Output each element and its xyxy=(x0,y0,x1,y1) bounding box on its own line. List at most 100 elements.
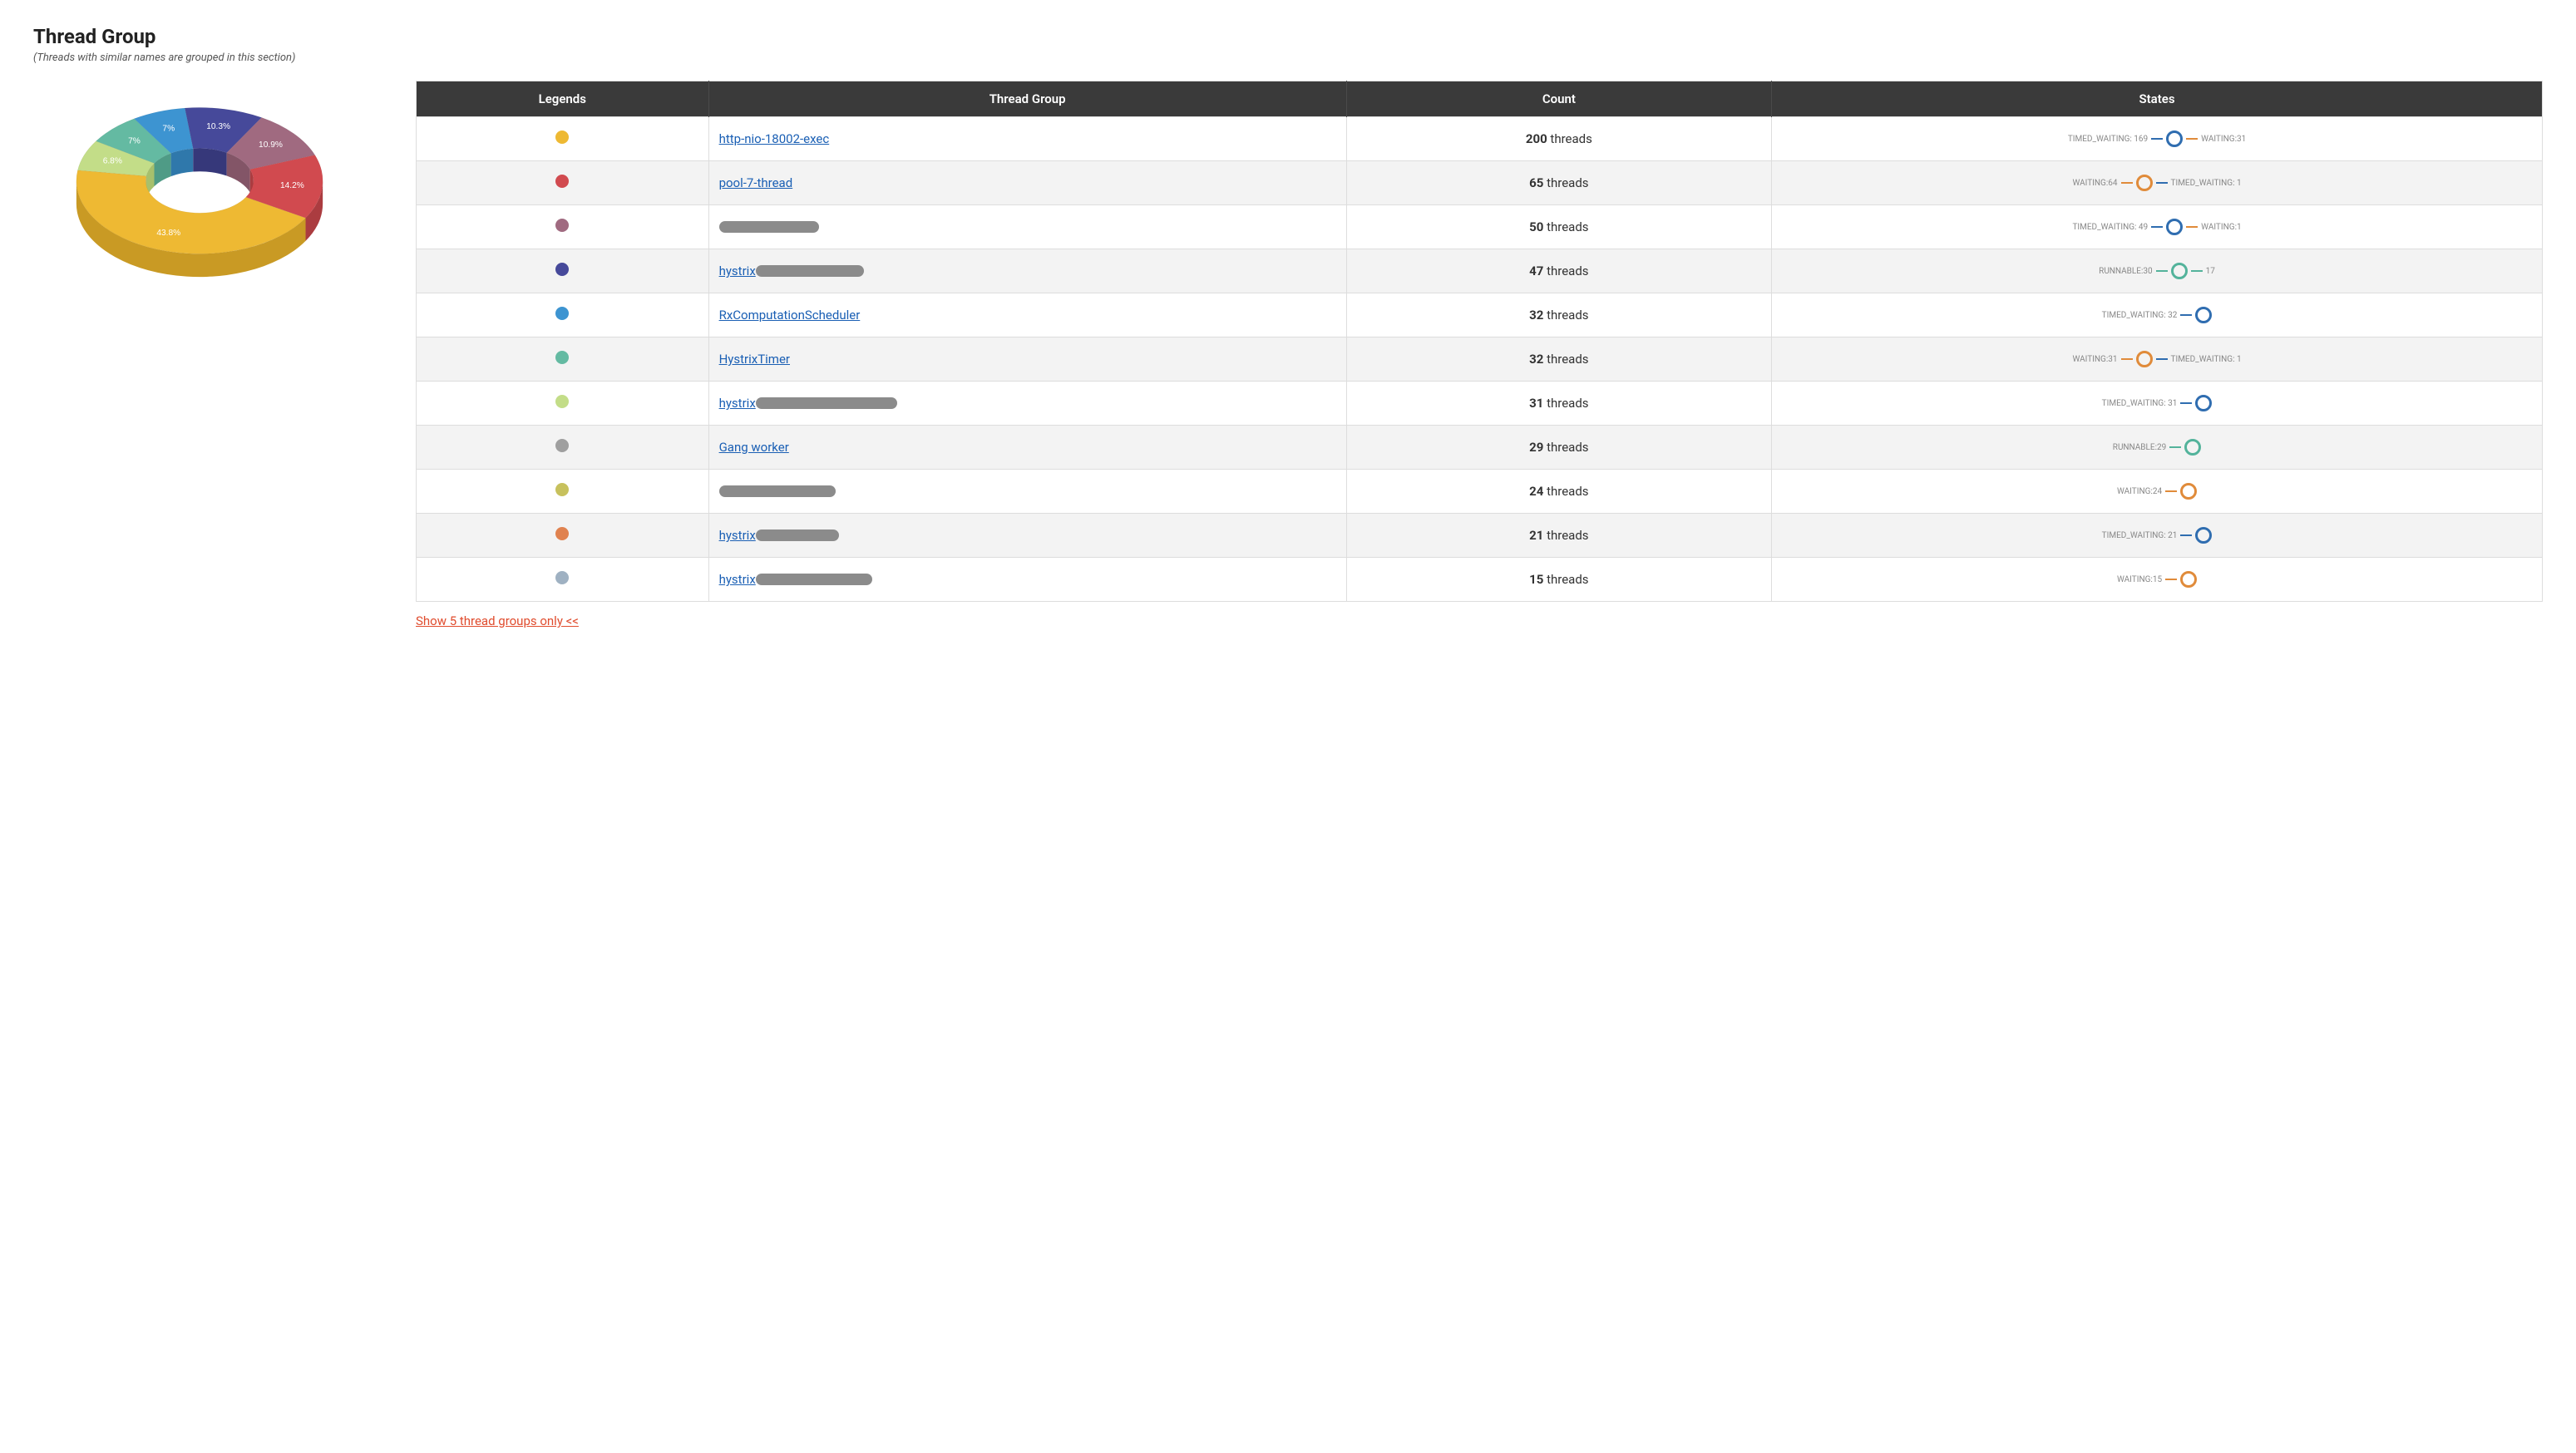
states-viz: TIMED_WAITING: 32 xyxy=(1782,307,2532,323)
table-column: Legends Thread Group Count States http-n… xyxy=(416,81,2543,628)
thread-group-link[interactable]: http-nio-18002-exec xyxy=(719,131,830,146)
thread-group-link[interactable] xyxy=(719,219,819,234)
state-label: RUNNABLE:29 xyxy=(2113,443,2167,452)
states-cell: WAITING:64 TIMED_WAITING: 1 xyxy=(1772,161,2543,205)
legend-dot-icon xyxy=(555,263,569,276)
redacted-text-icon xyxy=(756,529,839,541)
legend-dot-icon xyxy=(555,219,569,232)
state-label: RUNNABLE:30 xyxy=(2099,267,2153,276)
state-ring-icon xyxy=(2166,131,2183,147)
redacted-text-icon xyxy=(756,397,897,409)
page-title: Thread Group xyxy=(33,25,2543,48)
legend-cell xyxy=(417,161,709,205)
page-header: Thread Group (Threads with similar names… xyxy=(33,25,2543,64)
state-connector-icon xyxy=(2165,490,2177,492)
redacted-text-icon xyxy=(719,485,836,497)
state-ring-icon xyxy=(2180,483,2197,500)
table-row: hystrix 21 threads TIMED_WAITING: 21 xyxy=(417,514,2543,558)
states-viz: WAITING:64 TIMED_WAITING: 1 xyxy=(1782,175,2532,191)
count-cell: 47 threads xyxy=(1346,249,1771,293)
state-connector-icon xyxy=(2180,402,2192,404)
donut-column: 43.8%6.8%7%7%10.3%10.9%14.2% xyxy=(33,81,382,288)
legend-cell xyxy=(417,382,709,426)
col-states: States xyxy=(1772,81,2543,117)
name-cell: hystrix xyxy=(708,249,1346,293)
table-row: Gang worker29 threadsRUNNABLE:29 xyxy=(417,426,2543,470)
states-cell: TIMED_WAITING: 32 xyxy=(1772,293,2543,337)
count-cell: 21 threads xyxy=(1346,514,1771,558)
states-cell: WAITING:15 xyxy=(1772,558,2543,602)
legend-cell xyxy=(417,426,709,470)
state-label: 17 xyxy=(2206,267,2215,276)
legend-dot-icon xyxy=(555,131,569,144)
state-ring-icon xyxy=(2136,175,2153,191)
svg-text:43.8%: 43.8% xyxy=(156,229,180,238)
table-row: HystrixTimer32 threadsWAITING:31TIMED_WA… xyxy=(417,337,2543,382)
show-fewer-link[interactable]: Show 5 thread groups only << xyxy=(416,613,579,628)
state-label: TIMED_WAITING: 32 xyxy=(2102,311,2178,320)
name-cell: pool-7-thread xyxy=(708,161,1346,205)
state-connector-icon xyxy=(2156,182,2168,184)
svg-text:10.3%: 10.3% xyxy=(206,122,230,131)
thread-group-link[interactable]: Gang worker xyxy=(719,440,789,455)
svg-text:14.2%: 14.2% xyxy=(280,181,304,190)
thread-group-link[interactable]: hystrix xyxy=(719,396,897,411)
state-label: TIMED_WAITING: 1 xyxy=(2171,355,2242,364)
legend-dot-icon xyxy=(555,527,569,540)
thread-group-name: hystrix xyxy=(719,264,756,278)
state-label: WAITING:24 xyxy=(2117,487,2162,496)
count-cell: 50 threads xyxy=(1346,205,1771,249)
thread-group-name: pool-7-thread xyxy=(719,175,793,190)
name-cell: Gang worker xyxy=(708,426,1346,470)
thread-group-name: RxComputationScheduler xyxy=(719,308,861,323)
state-label: TIMED_WAITING: 21 xyxy=(2102,531,2178,540)
redacted-text-icon xyxy=(756,574,872,585)
state-ring-icon xyxy=(2195,527,2212,544)
table-row: pool-7-thread65 threadsWAITING:64TIMED_W… xyxy=(417,161,2543,205)
thread-group-link[interactable]: HystrixTimer xyxy=(719,352,790,367)
col-thread-group: Thread Group xyxy=(708,81,1346,117)
page-subtitle: (Threads with similar names are grouped … xyxy=(33,52,2543,64)
state-label: WAITING:31 xyxy=(2072,355,2117,364)
state-ring-icon xyxy=(2184,439,2201,456)
legend-dot-icon xyxy=(555,307,569,320)
state-label: TIMED_WAITING: 1 xyxy=(2171,179,2242,188)
states-cell: RUNNABLE:29 xyxy=(1772,426,2543,470)
state-label: WAITING:64 xyxy=(2072,179,2117,188)
svg-text:7%: 7% xyxy=(128,137,141,146)
count-value: 21 xyxy=(1529,528,1543,543)
name-cell xyxy=(708,470,1346,514)
states-viz: WAITING:31 TIMED_WAITING: 1 xyxy=(1782,351,2532,367)
states-viz: RUNNABLE:30 17 xyxy=(1782,263,2532,279)
legend-dot-icon xyxy=(555,483,569,496)
thread-group-link[interactable]: pool-7-thread xyxy=(719,175,793,190)
col-count: Count xyxy=(1346,81,1771,117)
state-label: TIMED_WAITING: 31 xyxy=(2102,399,2178,408)
thread-group-link[interactable]: hystrix xyxy=(719,528,839,543)
states-cell: WAITING:31 TIMED_WAITING: 1 xyxy=(1772,337,2543,382)
count-value: 15 xyxy=(1529,572,1543,587)
name-cell: hystrix xyxy=(708,514,1346,558)
legend-cell xyxy=(417,337,709,382)
states-viz: TIMED_WAITING: 49WAITING:1 xyxy=(1782,219,2532,235)
thread-group-link[interactable]: hystrix xyxy=(719,264,864,278)
footer-link-row: Show 5 thread groups only << xyxy=(416,613,2543,628)
thread-group-link[interactable] xyxy=(719,484,836,499)
state-connector-icon xyxy=(2169,446,2181,448)
state-connector-icon xyxy=(2151,138,2163,140)
count-cell: 200 threads xyxy=(1346,117,1771,161)
table-row: RxComputationScheduler32 threadsTIMED_WA… xyxy=(417,293,2543,337)
count-value: 47 xyxy=(1529,264,1543,278)
thread-group-link[interactable]: hystrix xyxy=(719,572,872,587)
thread-group-link[interactable]: RxComputationScheduler xyxy=(719,308,861,323)
states-viz: WAITING:24 xyxy=(1782,483,2532,500)
state-label: WAITING:15 xyxy=(2117,575,2162,584)
states-viz: TIMED_WAITING: 169WAITING:31 xyxy=(1782,131,2532,147)
legend-cell xyxy=(417,293,709,337)
thread-group-name: hystrix xyxy=(719,572,756,587)
name-cell: hystrix xyxy=(708,382,1346,426)
table-row: hystrix 47 threads RUNNABLE:30 17 xyxy=(417,249,2543,293)
legend-cell xyxy=(417,205,709,249)
legend-dot-icon xyxy=(555,571,569,584)
count-cell: 24 threads xyxy=(1346,470,1771,514)
